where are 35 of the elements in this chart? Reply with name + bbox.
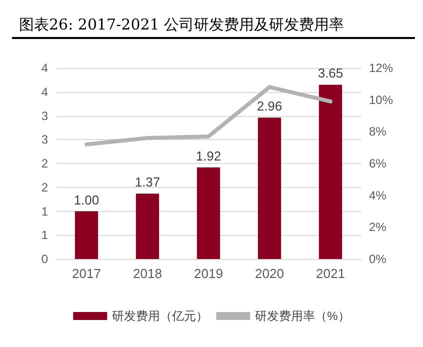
bar: [74, 211, 98, 259]
x-tick-label: 2019: [194, 266, 223, 281]
data-label: 1.37: [134, 174, 160, 190]
data-label: 2.96: [256, 98, 282, 114]
y-tick-label: 3: [41, 132, 48, 147]
y-tick-label: 4: [41, 61, 48, 75]
data-label: 1.92: [196, 148, 222, 164]
y-tick-label: 0: [41, 252, 48, 266]
y2-tick-label: 8%: [369, 124, 387, 139]
x-tick-label: 2018: [133, 266, 162, 281]
y2-tick-label: 4%: [369, 188, 387, 202]
bar: [136, 194, 160, 259]
bar: [258, 118, 282, 259]
y2-tick-label: 6%: [369, 156, 387, 170]
y-tick-label: 3: [41, 108, 48, 123]
data-label: 1.00: [74, 192, 100, 208]
line-series: [84, 85, 332, 146]
bar: [196, 167, 220, 259]
x-tick-label: 2017: [72, 266, 101, 281]
chart-title: 图表26: 2017-2021 公司研发费用及研发费用率: [19, 16, 344, 34]
x-tick-label: 2020: [255, 266, 284, 281]
y-tick-label: 1: [41, 228, 48, 242]
y2-tick-label: 0%: [369, 252, 387, 266]
legend-label: 研发费用（亿元）: [112, 309, 208, 323]
y-tick-label: 4: [41, 84, 48, 99]
y2-tick-label: 10%: [369, 92, 394, 107]
y2-tick-label: 2%: [369, 220, 387, 234]
y-tick-label: 1: [41, 204, 48, 218]
legend-label: 研发费用率（%）: [255, 309, 350, 323]
y-tick-label: 2: [41, 180, 48, 194]
y-tick-label: 2: [41, 156, 48, 170]
bar: [318, 84, 342, 259]
x-tick-label: 2021: [316, 266, 345, 281]
data-label: 3.65: [318, 66, 344, 81]
y2-tick-label: 12%: [369, 61, 394, 75]
